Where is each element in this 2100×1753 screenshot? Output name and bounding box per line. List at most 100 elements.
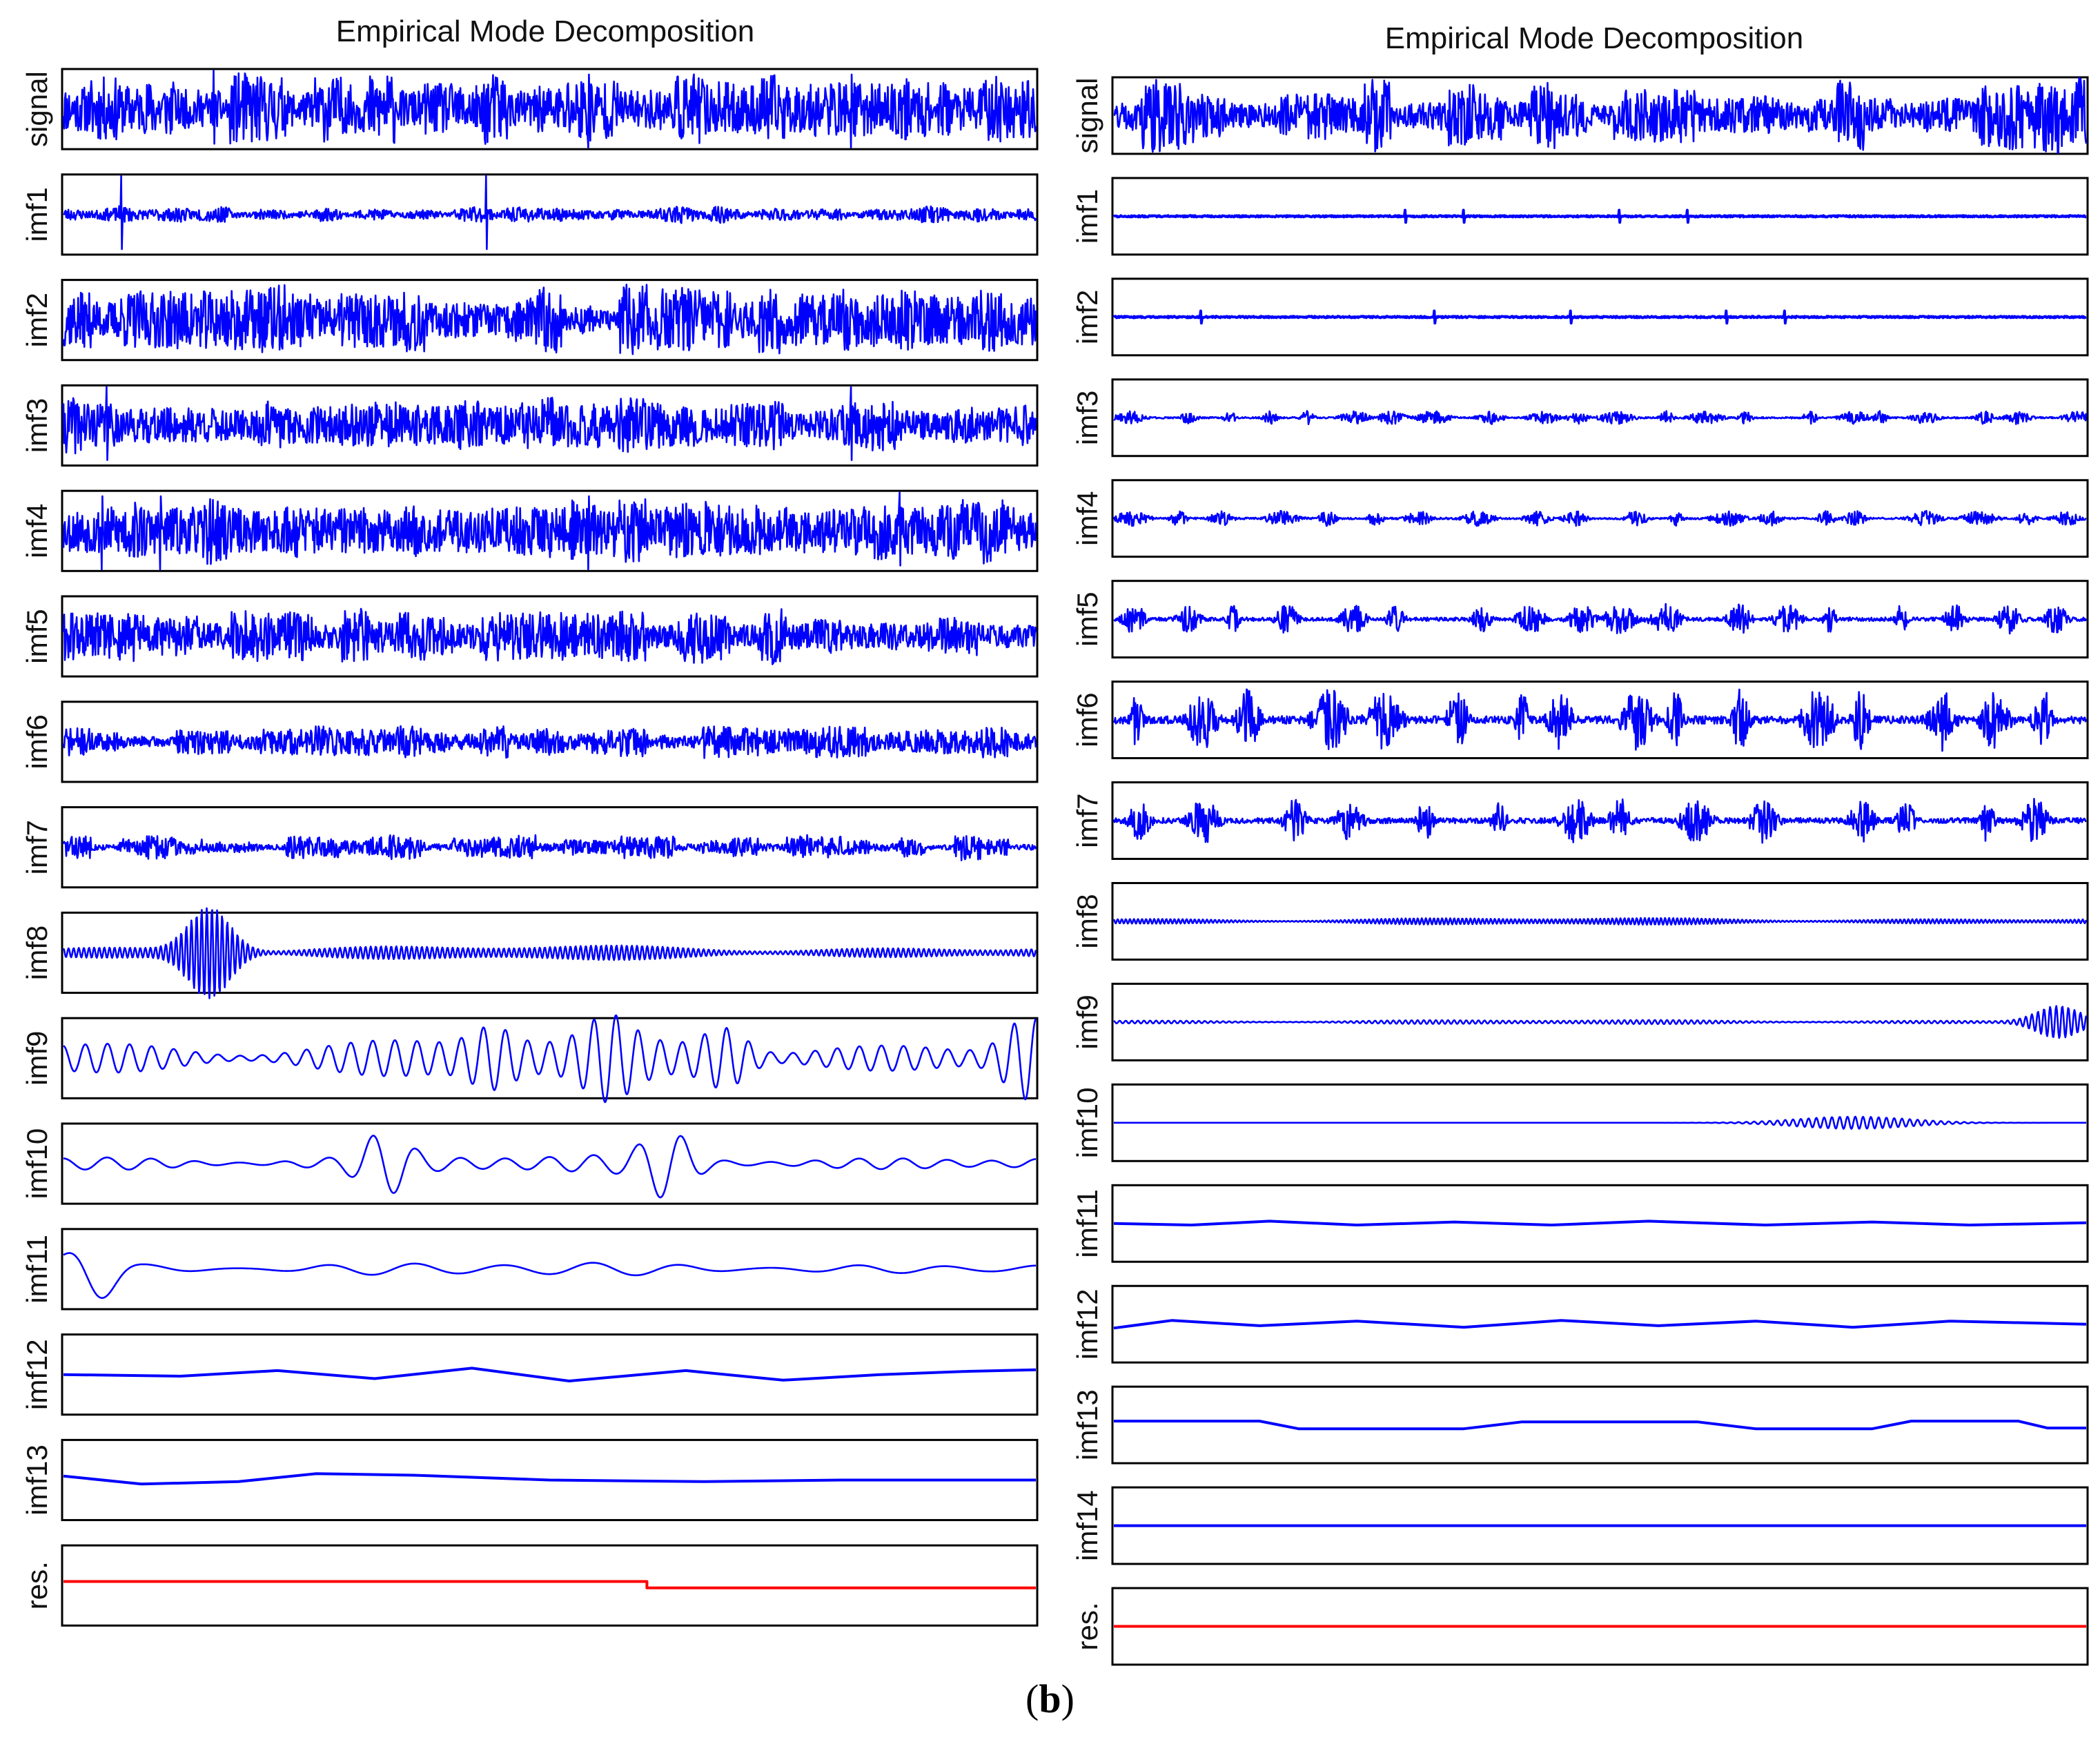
y-axis-label: imf3: [21, 398, 53, 453]
y-axis-label: imf4: [1071, 491, 1103, 546]
subplot-imf12: imf12: [1071, 1284, 2089, 1364]
subplot-imf10: imf10: [21, 1122, 1039, 1205]
series-line: [63, 1580, 1036, 1589]
y-axis-label: imf5: [21, 609, 53, 663]
chart-title: Empirical Mode Decomposition: [1385, 21, 1803, 55]
subplot-imf7: imf7: [1071, 781, 2089, 860]
y-axis-label: imf13: [21, 1444, 53, 1516]
y-axis-label: imf14: [1071, 1490, 1103, 1561]
axes-frame: [1111, 1284, 2089, 1364]
y-axis-label: imf2: [1071, 290, 1103, 344]
y-axis-label: imf11: [21, 1235, 53, 1304]
y-axis-label: imf8: [1071, 894, 1103, 948]
subplot-imf3: imf3: [21, 384, 1039, 467]
chart-title: Empirical Mode Decomposition: [336, 14, 754, 48]
subplot-imf4: imf4: [21, 489, 1039, 572]
subplot-imf3: imf3: [1071, 378, 2089, 458]
y-axis-label: signal: [1071, 78, 1103, 154]
subplot-imf5: imf5: [21, 595, 1039, 678]
y-axis-label: imf12: [21, 1339, 53, 1410]
emd-panel-right: Empirical Mode Decomposition signal imf1 im…: [1071, 21, 2089, 1666]
axes-frame: [61, 1017, 1039, 1099]
y-axis-label: imf9: [21, 1031, 53, 1086]
y-axis-label: imf8: [21, 926, 53, 980]
figure-caption: (b): [0, 1676, 2100, 1722]
y-axis-label: imf5: [1071, 591, 1103, 646]
subplot-imf4: imf4: [1071, 479, 2089, 558]
subplot-imf14: imf14: [1071, 1486, 2089, 1565]
y-axis-label: imf9: [1071, 995, 1103, 1049]
subplot-imf2: imf2: [21, 279, 1039, 362]
series-line: [1113, 1115, 2087, 1130]
axes-frame: [1111, 1385, 2089, 1465]
caption-close-paren: ): [1061, 1676, 1074, 1721]
y-axis-label: imf3: [1071, 391, 1103, 445]
subplot-signal: signal: [1071, 76, 2089, 155]
subplot-imf8: imf8: [21, 907, 1039, 999]
series-line: [63, 1014, 1037, 1104]
subplot-imf7: imf7: [21, 806, 1039, 889]
subplot-imf6: imf6: [1071, 680, 2089, 760]
subplot-imf13: imf13: [21, 1438, 1039, 1522]
series-line: [1113, 1220, 2087, 1226]
series-line: [1113, 603, 2088, 635]
series-line: [62, 491, 1037, 571]
emd-panel-left: Empirical Mode Decomposition signal imf1 im…: [21, 14, 1039, 1627]
subplot-imf11: imf11: [21, 1228, 1039, 1311]
subplot-imf6: imf6: [21, 701, 1039, 783]
y-axis-label: imf4: [21, 504, 53, 558]
subplot-imf1: imf1: [1071, 177, 2089, 256]
series-line: [63, 1135, 1037, 1199]
subplot-res: res.: [21, 1544, 1039, 1627]
series-line: [62, 284, 1037, 355]
subplot-imf13: imf13: [1071, 1385, 2089, 1465]
series-line: [1112, 917, 2088, 926]
y-axis-label: imf6: [1071, 692, 1103, 747]
subplot-res: res.: [1071, 1587, 2089, 1666]
series-line: [63, 1472, 1036, 1486]
subplot-imf9: imf9: [1071, 982, 2089, 1061]
caption-open-paren: (: [1026, 1676, 1039, 1721]
series-line: [62, 725, 1037, 759]
subplot-imf1: imf1: [21, 173, 1039, 256]
subplot-imf8: imf8: [1071, 882, 2089, 961]
subplot-imf10: imf10: [1071, 1083, 2089, 1162]
series-line: [63, 1252, 1037, 1299]
series-line: [1112, 208, 2087, 224]
series-line: [62, 907, 1037, 999]
y-axis-label: imf6: [21, 714, 53, 769]
y-axis-label: imf12: [1071, 1289, 1103, 1360]
subplot-imf5: imf5: [1071, 580, 2089, 659]
series-line: [63, 175, 1037, 251]
y-axis-label: res.: [1071, 1603, 1103, 1651]
y-axis-label: imf11: [1071, 1189, 1103, 1258]
y-axis-label: imf1: [1071, 189, 1103, 244]
y-axis-label: imf1: [21, 187, 53, 242]
series-line: [1113, 1005, 2088, 1039]
series-line: [62, 70, 1037, 149]
y-axis-label: signal: [21, 71, 53, 147]
y-axis-label: imf7: [21, 820, 53, 874]
subplot-imf2: imf2: [1071, 277, 2089, 357]
subplot-imf11: imf11: [1071, 1184, 2089, 1263]
y-axis-label: imf10: [1071, 1087, 1103, 1158]
series-line: [63, 1367, 1037, 1382]
y-axis-label: imf7: [1071, 793, 1103, 848]
y-axis-label: res.: [21, 1561, 53, 1609]
series-line: [1112, 309, 2087, 325]
series-line: [1112, 798, 2087, 844]
y-axis-label: imf13: [1071, 1389, 1103, 1460]
subplot-imf9: imf9: [21, 1014, 1039, 1104]
y-axis-label: imf10: [21, 1128, 53, 1199]
caption-letter: b: [1039, 1676, 1061, 1721]
series-line: [1113, 77, 2088, 154]
series-line: [1113, 1319, 2087, 1330]
series-line: [62, 834, 1037, 861]
series-line: [1112, 688, 2088, 752]
series-line: [1113, 410, 2088, 425]
subplot-imf12: imf12: [21, 1333, 1039, 1416]
axes-frame: [61, 1544, 1039, 1627]
subplot-signal: signal: [21, 68, 1039, 150]
series-line: [62, 607, 1037, 665]
